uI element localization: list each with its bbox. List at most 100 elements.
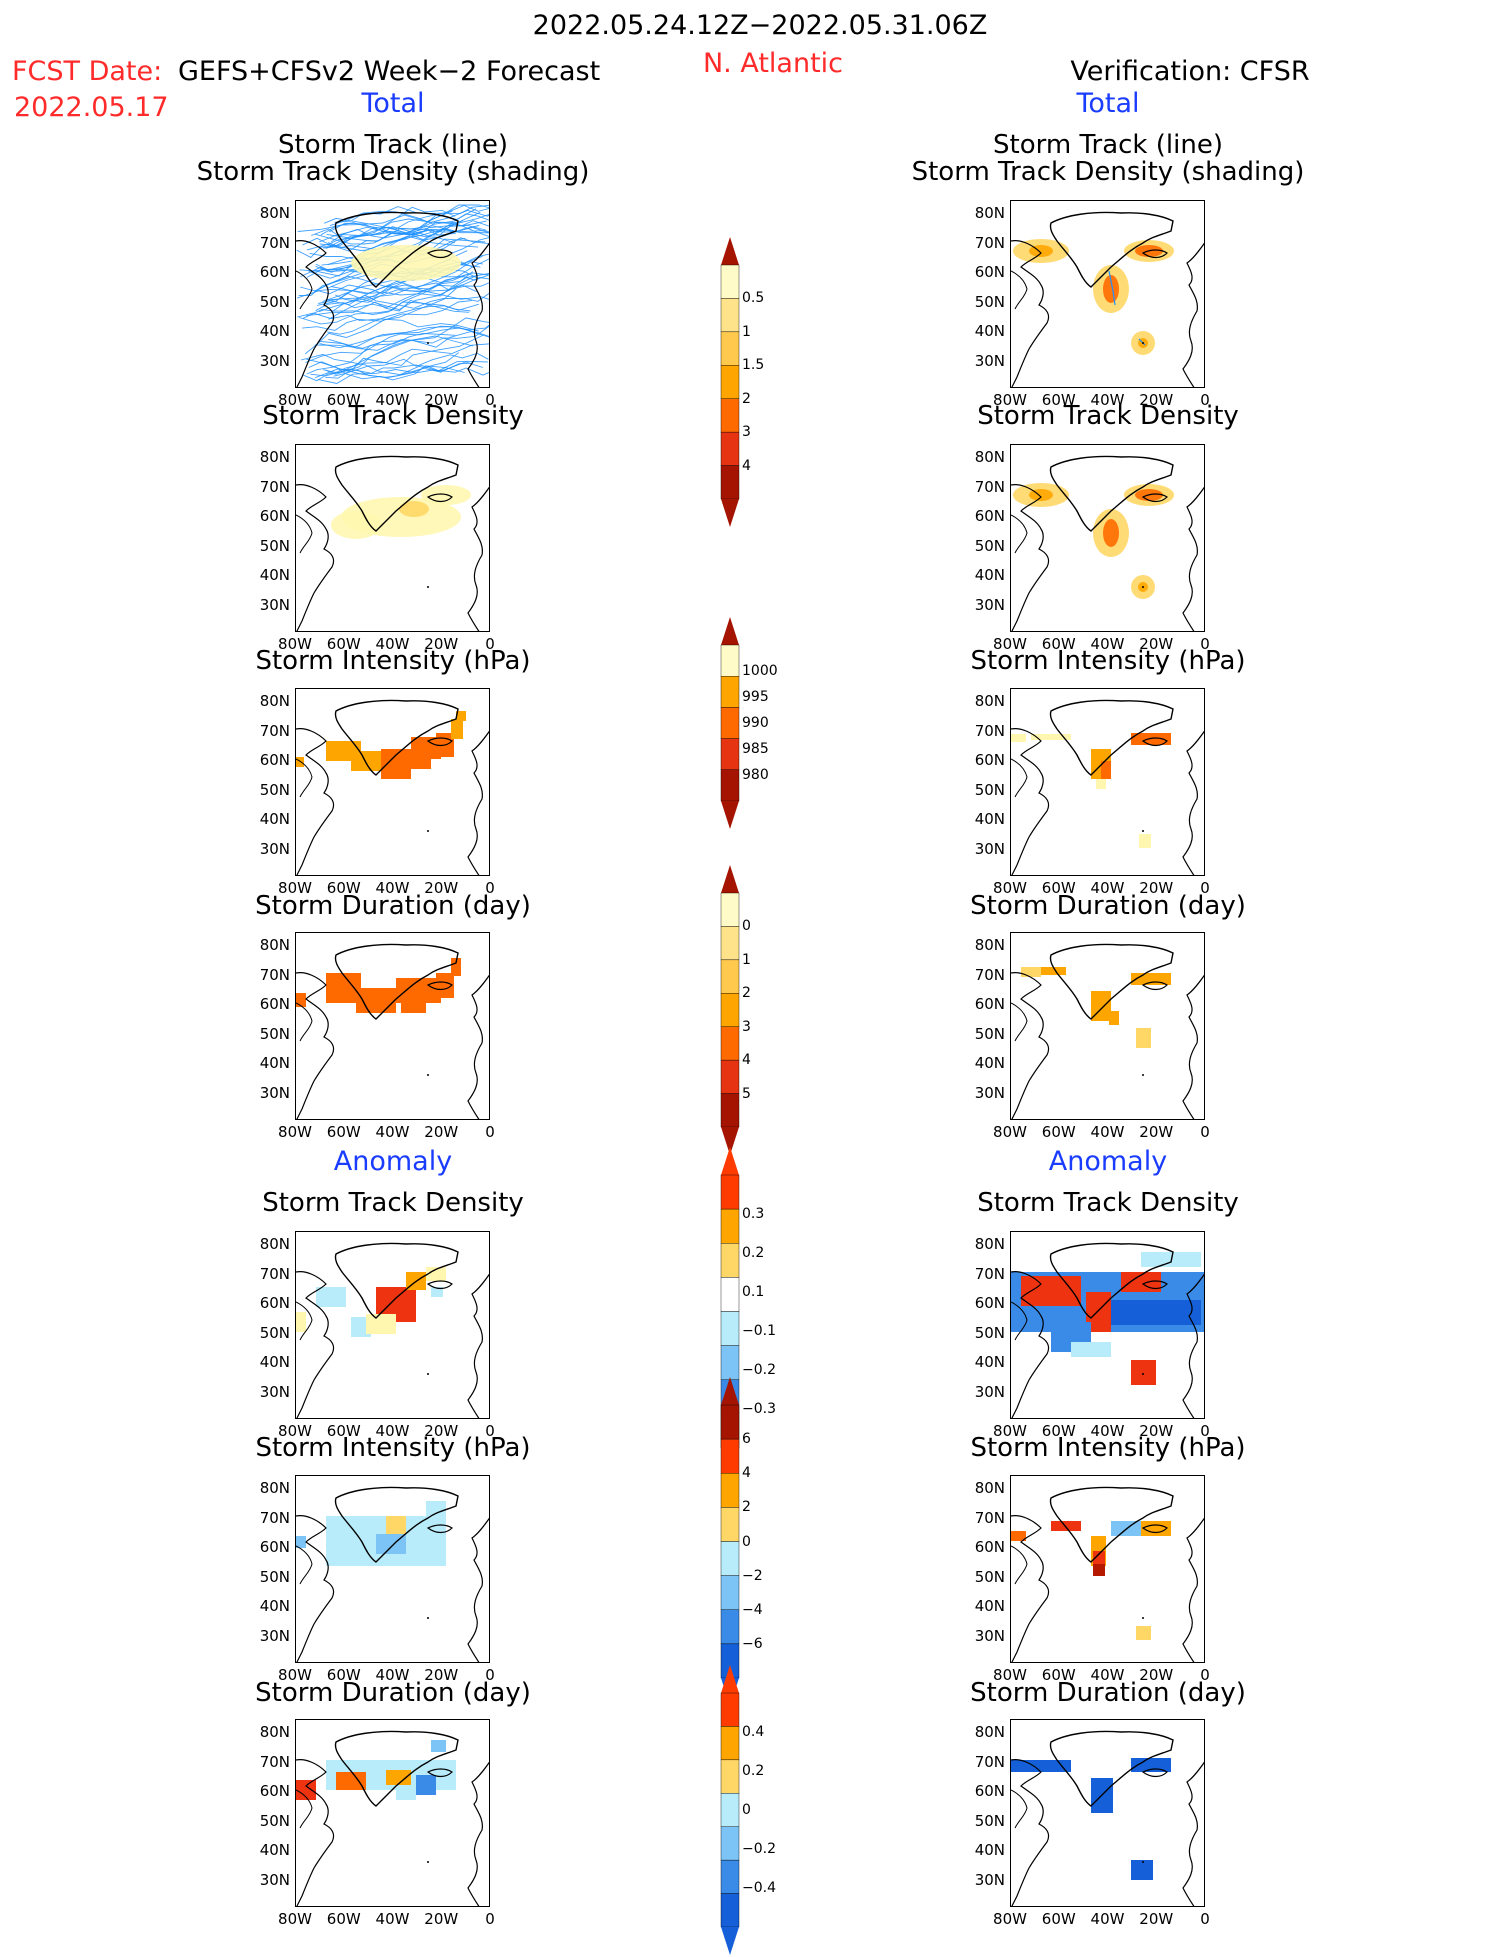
colorbar-segment xyxy=(720,465,740,500)
lon-tick-label: 80W xyxy=(993,1666,1027,1684)
lat-tick-label: 80N xyxy=(259,1235,290,1253)
north-america-coastline xyxy=(1011,1515,1050,1662)
storm-track-line xyxy=(302,300,473,331)
iceland-coastline xyxy=(1141,249,1168,259)
period-title: 2022.05.24.12Z−2022.05.31.06Z xyxy=(532,10,988,41)
colorbar-bottom-arrow xyxy=(721,1927,739,1955)
island-dot xyxy=(427,1617,429,1619)
colorbar-segment xyxy=(720,1438,740,1474)
lat-tick-label: 40N xyxy=(974,566,1005,584)
map-panel-right-7 xyxy=(1010,1719,1205,1907)
lat-tick-label: 30N xyxy=(974,1083,1005,1102)
lon-tick-label: 60W xyxy=(326,1422,361,1440)
anomaly-intensity-cell-5 xyxy=(1111,1521,1141,1536)
lon-tick-label: 60W xyxy=(326,635,361,653)
right-p7-title: Storm Duration (day) xyxy=(970,1678,1246,1708)
map-svg-right-1 xyxy=(1011,211,1204,387)
anomaly-density-cell-0 xyxy=(316,1287,346,1307)
europe-coastline xyxy=(1182,1517,1204,1662)
lat-tick-label: 80N xyxy=(259,1723,290,1741)
colorbar-tick-label: 4 xyxy=(742,1465,751,1482)
north-america-coastline xyxy=(1011,728,1050,875)
lon-tick-label: 20W xyxy=(424,1910,459,1928)
map-panel-right-4 xyxy=(1010,932,1205,1120)
storm-track-line xyxy=(300,352,460,376)
colorbar-segment xyxy=(720,1692,740,1727)
lat-tick-label: 80N xyxy=(974,448,1005,466)
lat-tick-label: 80N xyxy=(259,204,290,222)
lon-tick-label: 60W xyxy=(326,1910,361,1928)
greenland-coastline xyxy=(1049,699,1174,776)
labrador-coastline xyxy=(296,1545,313,1585)
duration-cell-0 xyxy=(296,993,306,1007)
lon-tick-label: 0 xyxy=(485,635,495,653)
colorbar-top-arrow xyxy=(721,1377,739,1405)
iceland-coastline xyxy=(426,981,453,991)
right-p3-title: Storm Intensity (hPa) xyxy=(970,646,1246,676)
right-p4-title: Storm Duration (day) xyxy=(970,891,1246,921)
colorbar-segment xyxy=(720,926,740,961)
colorbar-tick-label: 0 xyxy=(742,918,751,935)
labrador-coastline xyxy=(1011,514,1028,554)
lon-tick-label: 20W xyxy=(1139,1666,1174,1684)
colorbar-tick-label: −0.3 xyxy=(742,1401,776,1417)
europe-coastline xyxy=(1182,730,1204,875)
north-america-coastline xyxy=(296,1759,335,1906)
colorbar-tick-label: −4 xyxy=(742,1601,763,1618)
map-panel-left-4 xyxy=(295,932,490,1120)
island-dot xyxy=(1142,342,1144,344)
lon-tick-label: 20W xyxy=(424,879,459,897)
anomaly-intensity-cell-6 xyxy=(1141,1521,1171,1536)
colorbar-segment xyxy=(720,993,740,1027)
colorbar-tick-label: 980 xyxy=(742,767,769,783)
lon-tick-label: 40W xyxy=(1090,635,1125,653)
map-panel-left-6 xyxy=(295,1475,490,1663)
storm-track-line xyxy=(325,228,489,249)
lon-tick-label: 80W xyxy=(278,1422,312,1440)
labrador-coastline xyxy=(296,270,313,310)
intensity-cell-6 xyxy=(1139,834,1151,848)
europe-coastline xyxy=(467,486,489,631)
greenland-coastline xyxy=(334,211,459,288)
north-america-coastline xyxy=(1011,972,1050,1119)
lat-tick-label: 30N xyxy=(974,1870,1005,1889)
iceland-coastline xyxy=(1141,1280,1168,1290)
lat-tick-label: 50N xyxy=(974,1323,1005,1342)
colorbar-segment xyxy=(720,892,740,927)
lon-tick-label: 60W xyxy=(1041,391,1076,409)
verification-label: Verification: CFSR xyxy=(1070,56,1310,87)
anomaly-density-cell-6 xyxy=(431,1287,443,1297)
lat-tick-label: 40N xyxy=(974,1597,1005,1615)
storm-track-line xyxy=(325,292,489,309)
colorbar-tick-label: 0 xyxy=(742,1802,751,1818)
lon-tick-label: 20W xyxy=(1139,635,1174,653)
colorbar-tick-label: 0.2 xyxy=(742,1245,765,1261)
right-total-label: Total xyxy=(1076,88,1140,119)
lon-tick-label: 40W xyxy=(1090,1422,1125,1440)
colorbar-1 xyxy=(720,237,740,527)
lat-tick-label: 70N xyxy=(259,721,290,740)
map-panel-right-6 xyxy=(1010,1475,1205,1663)
lon-tick-label: 40W xyxy=(1090,391,1125,409)
colorbar-segment xyxy=(720,264,740,299)
colorbar-segment xyxy=(720,1277,740,1312)
lon-tick-label: 20W xyxy=(424,1123,459,1141)
lon-tick-label: 60W xyxy=(326,1666,361,1684)
lat-tick-label: 50N xyxy=(259,780,290,799)
europe-coastline xyxy=(1182,1273,1204,1418)
map-svg-left-5 xyxy=(296,1242,489,1418)
map-panel-right-2 xyxy=(1010,444,1205,632)
lon-tick-label: 0 xyxy=(1200,1666,1210,1684)
storm-track-line xyxy=(314,325,489,348)
lon-tick-label: 20W xyxy=(1139,1910,1174,1928)
colorbar-segment xyxy=(720,1208,740,1244)
storm-track-line xyxy=(328,258,489,320)
storm-track-line xyxy=(302,274,479,319)
left-total-label: Total xyxy=(361,88,425,119)
lat-tick-label: 50N xyxy=(974,1567,1005,1586)
island-dot xyxy=(427,1373,429,1375)
colorbar-segment xyxy=(720,1473,740,1508)
labrador-coastline xyxy=(296,758,313,798)
storm-track-line xyxy=(325,362,473,379)
anomaly-duration-cell-6 xyxy=(396,1790,416,1800)
